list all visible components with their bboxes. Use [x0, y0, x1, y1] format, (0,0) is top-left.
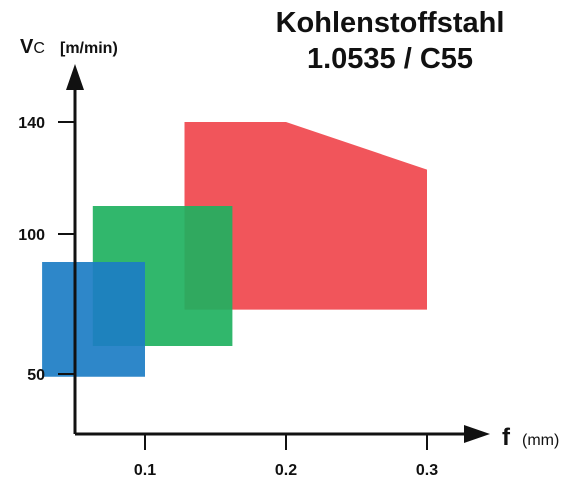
- y-axis-symbol: V: [20, 36, 34, 58]
- y-axis-unit: [m/min): [60, 40, 118, 57]
- y-axis-subscript: C: [33, 40, 45, 57]
- chart-title-line-1: Kohlenstoffstahl: [276, 7, 505, 39]
- chart-title-line-2: 1.0535 / C55: [307, 43, 473, 75]
- chart-regions: [42, 122, 427, 377]
- y-tick-label-50: 50: [27, 367, 45, 384]
- region-blue: [42, 262, 145, 377]
- x-axis-arrow: [464, 425, 490, 443]
- x-axis-symbol: f: [502, 424, 511, 451]
- x-ticks: 0.1 0.2 0.3: [134, 434, 438, 479]
- x-tick-label-0.2: 0.2: [275, 462, 297, 479]
- x-tick-label-0.3: 0.3: [416, 462, 438, 479]
- y-tick-label-100: 100: [18, 227, 45, 244]
- x-tick-label-0.1: 0.1: [134, 462, 156, 479]
- y-tick-label-140: 140: [18, 115, 45, 132]
- x-axis-unit: (mm): [522, 432, 559, 449]
- y-axis-arrow: [66, 64, 84, 90]
- y-axis-label: VC: [20, 36, 45, 58]
